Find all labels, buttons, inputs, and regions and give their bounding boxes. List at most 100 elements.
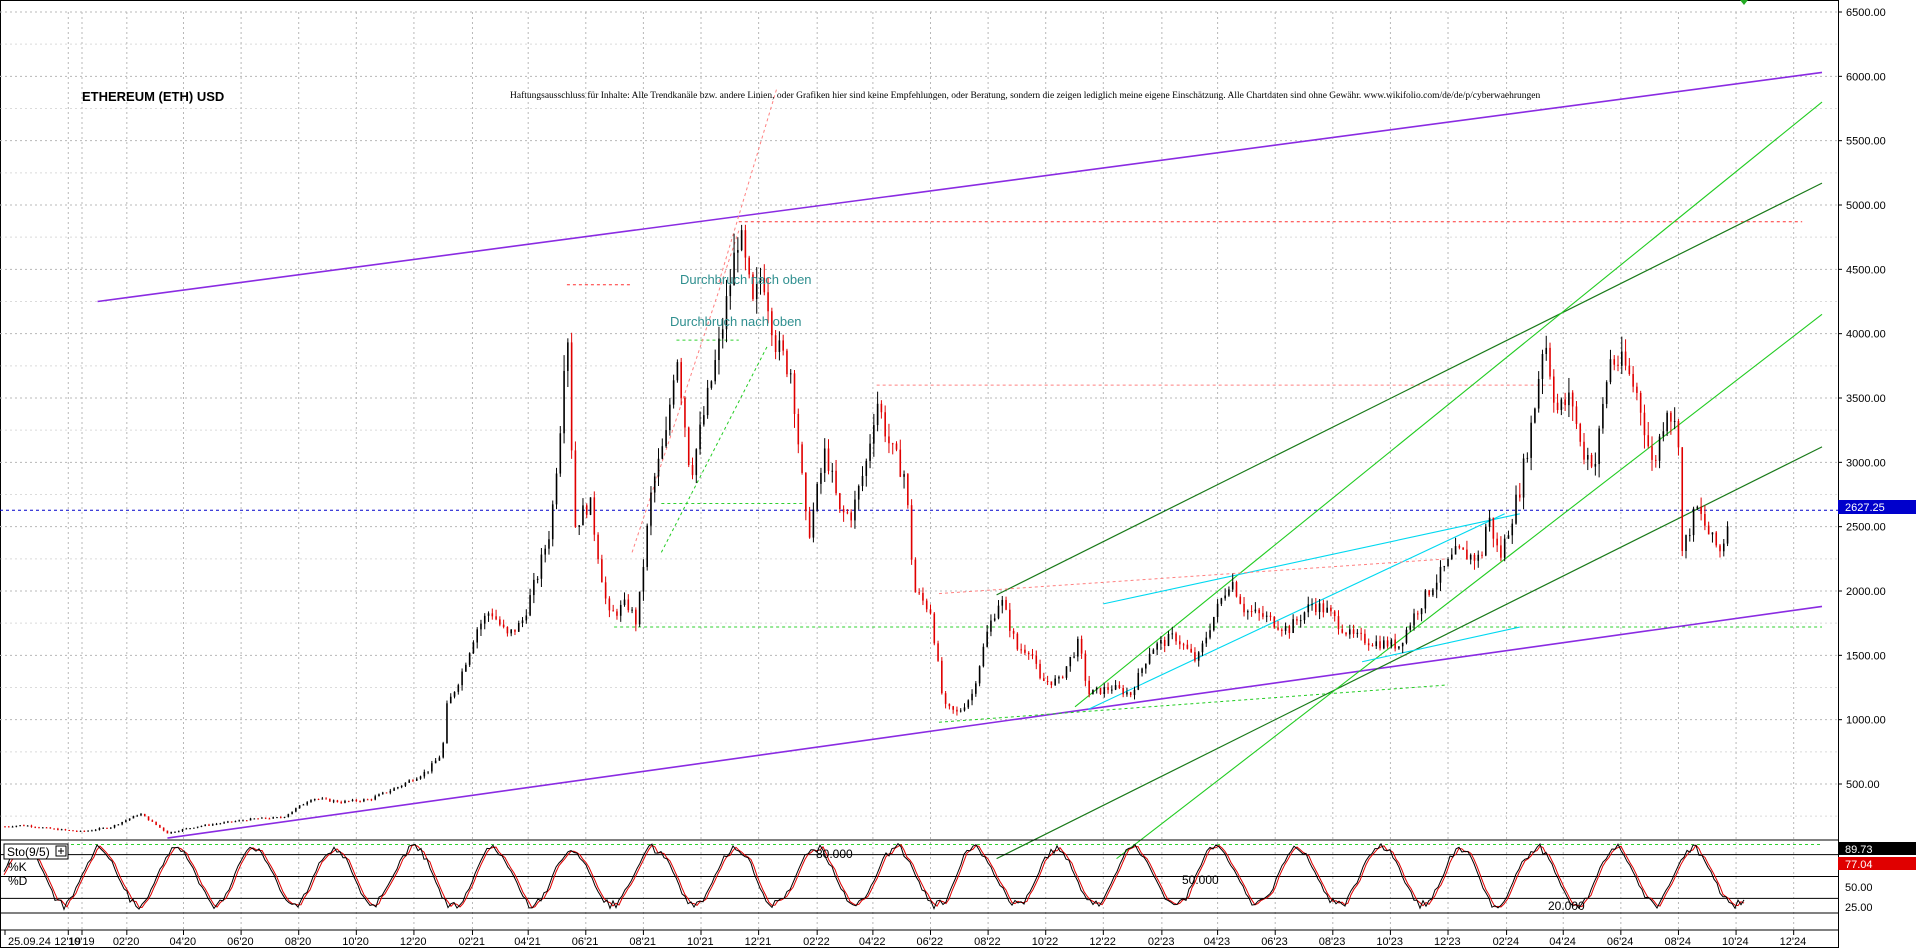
candle-body	[1435, 582, 1438, 590]
candle-body	[1122, 687, 1124, 695]
candle-body	[672, 380, 675, 405]
candle-body	[540, 554, 543, 579]
candle-body	[695, 449, 698, 476]
candle-body	[1186, 644, 1189, 649]
candle-body	[136, 815, 139, 817]
candle-body	[1077, 638, 1079, 657]
candle-body	[113, 824, 116, 828]
candle-body	[619, 604, 622, 616]
x-tick-label: 10'19	[68, 936, 95, 948]
candle-body	[891, 443, 894, 445]
candle-body	[1473, 554, 1476, 561]
candle-body	[1129, 692, 1132, 696]
candle-body	[1182, 644, 1185, 646]
candle-body	[1673, 420, 1676, 422]
y-tick-label: 5000.00	[1846, 200, 1886, 212]
candle-body	[740, 230, 743, 251]
candle-body	[1273, 616, 1276, 628]
candle-body	[506, 626, 509, 634]
candle-body	[1549, 347, 1551, 377]
candle-body	[336, 800, 339, 803]
osc-tick-50: 50.00	[1845, 882, 1873, 894]
candle-body	[1564, 399, 1566, 406]
candle-body	[159, 824, 161, 828]
candle-body	[816, 483, 818, 510]
candle-body	[189, 828, 191, 830]
candle-body	[1624, 351, 1627, 366]
chart-frame	[0, 0, 1839, 948]
candle-body	[835, 470, 837, 494]
candle-body	[1360, 632, 1362, 634]
candle-body	[1027, 652, 1030, 655]
candle-body	[1413, 613, 1415, 626]
candle-body	[623, 599, 626, 605]
x-tick-label: 25.09.24	[8, 936, 51, 948]
candle-body	[956, 709, 958, 712]
candle-body	[850, 512, 852, 521]
candle-body	[1462, 547, 1464, 550]
candle-body	[313, 798, 316, 801]
candle-body	[876, 403, 879, 426]
candle-body	[967, 700, 970, 708]
candle-body	[574, 450, 577, 527]
candle-body	[975, 683, 977, 694]
candle-body	[306, 802, 309, 805]
candle-body	[193, 827, 195, 829]
candle-body	[397, 787, 399, 789]
candle-body	[1681, 447, 1684, 552]
candle-body	[1043, 678, 1045, 681]
candle-body	[1141, 668, 1143, 673]
candle-body	[1220, 598, 1223, 604]
candle-body	[1613, 359, 1616, 365]
d-value: 77.04	[1845, 859, 1873, 871]
candle-body	[268, 818, 271, 820]
candle-body	[117, 824, 120, 826]
candle-body	[1231, 582, 1234, 590]
candle-body	[431, 763, 433, 772]
candle-body	[1545, 347, 1548, 355]
x-tick-label: 12'21	[745, 936, 772, 948]
candle-body	[472, 642, 475, 654]
candle-body	[68, 829, 71, 831]
candle-body	[778, 340, 781, 352]
candle-body	[993, 618, 996, 621]
candle-body	[279, 817, 282, 819]
candle-body	[60, 829, 63, 831]
candle-body	[1451, 554, 1453, 560]
candle-body	[1647, 435, 1650, 447]
x-tick-label: 08'22	[974, 936, 1001, 948]
candle-body	[767, 292, 769, 312]
candle-body	[257, 818, 259, 820]
candle-body	[555, 473, 558, 505]
y-tick-label: 6000.00	[1846, 71, 1886, 83]
candle-body	[925, 600, 928, 610]
candle-body	[1688, 535, 1691, 537]
candle-body	[1383, 640, 1385, 649]
candle-body	[234, 821, 237, 823]
candle-body	[771, 311, 773, 336]
candle-body	[1719, 545, 1721, 552]
candle-body	[1243, 603, 1245, 613]
candle-body	[657, 458, 660, 477]
candle-body	[793, 373, 796, 414]
horizontal-levels	[0, 221, 1838, 845]
purple-channel-line	[97, 71, 1823, 303]
candle-body	[684, 397, 686, 428]
candle-body	[533, 579, 535, 596]
candle-body	[646, 525, 648, 567]
candle-body	[1405, 629, 1408, 643]
candle-body	[578, 525, 580, 527]
candle-body	[763, 277, 766, 293]
candle-body	[1194, 652, 1196, 661]
candle-body	[109, 827, 112, 829]
candle-body	[1390, 639, 1393, 647]
candle-body	[502, 624, 505, 627]
candle-body	[196, 826, 199, 828]
candle-body	[1341, 629, 1344, 633]
k-label: %K	[8, 860, 27, 874]
candle-body	[1345, 632, 1347, 635]
candle-body	[910, 505, 913, 560]
candle-body	[1556, 402, 1559, 410]
candle-body	[589, 497, 592, 515]
candle-body	[1171, 633, 1174, 635]
